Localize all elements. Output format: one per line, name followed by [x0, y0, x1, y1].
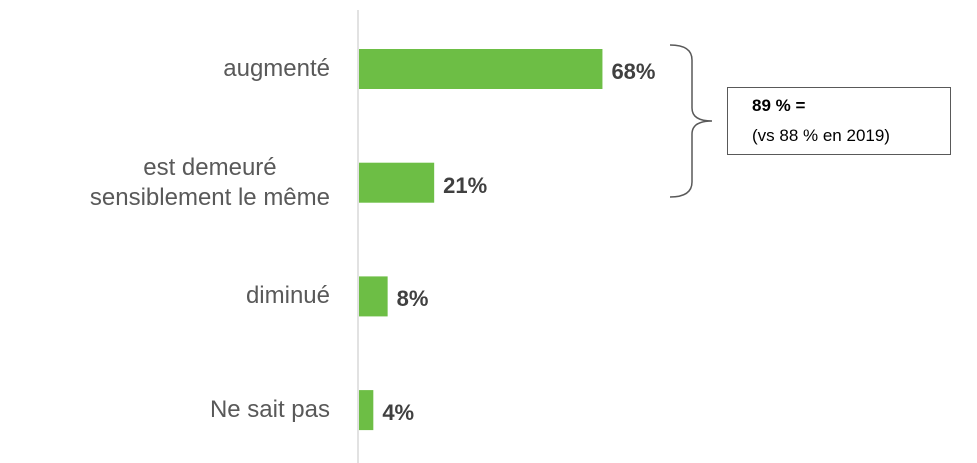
- category-label: est demeuré sensiblement le même: [89, 153, 330, 211]
- bar: [359, 276, 388, 317]
- value-label: 68%: [611, 59, 656, 84]
- bar: [359, 390, 374, 431]
- category-label: Ne sait pas: [209, 396, 330, 424]
- category-label: augmenté: [223, 55, 330, 82]
- annotation-box: 89 % = (vs 88 % en 2019): [727, 87, 951, 155]
- annotation-text: (vs 88 % en 2019): [752, 126, 890, 145]
- bracket: [669, 44, 713, 198]
- value-label: 4%: [382, 400, 415, 426]
- bar: [359, 162, 435, 203]
- value-label: 8%: [396, 286, 429, 312]
- annotation-title: 89 % =: [752, 96, 806, 115]
- value-label: 21%: [443, 172, 488, 198]
- category-label: diminué: [245, 282, 330, 310]
- bar: [359, 49, 603, 89]
